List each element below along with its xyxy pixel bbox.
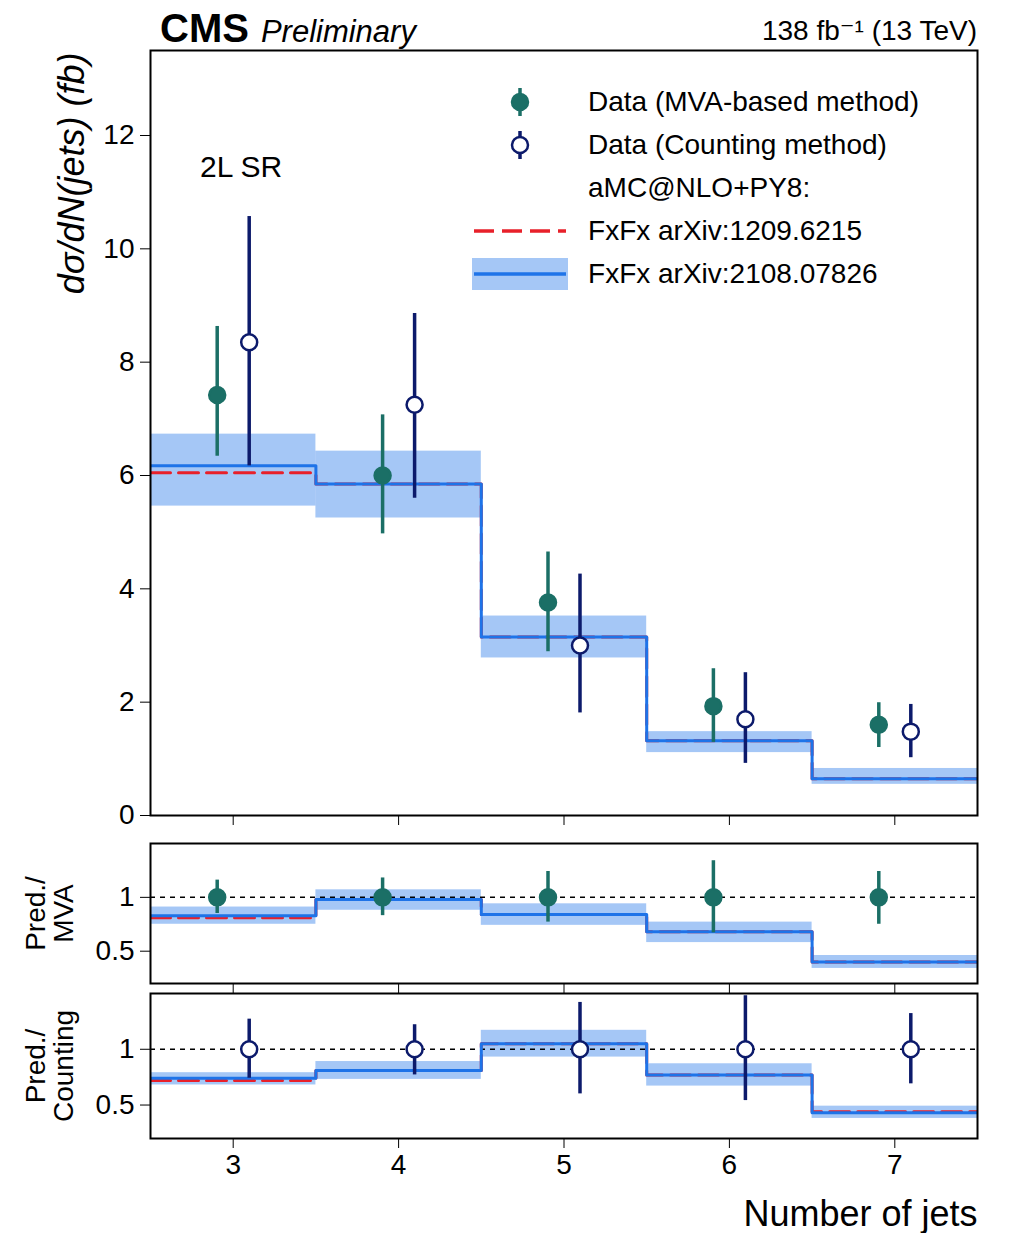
svg-text:dσ/dN(jets) (fb): dσ/dN(jets) (fb) [51, 53, 92, 295]
html-text:FxFx arXiv:2108.07826: FxFx arXiv:2108.07826 [588, 257, 878, 289]
svg-text:Number of jets: Number of jets [743, 1193, 977, 1233]
svg-text:5: 5 [556, 1149, 572, 1180]
svg-text:4: 4 [391, 1149, 407, 1180]
svg-text:8: 8 [119, 346, 135, 377]
svg-text:3: 3 [225, 1149, 241, 1180]
svg-text:1: 1 [119, 1033, 135, 1064]
svg-text:6: 6 [119, 459, 135, 490]
svg-text:6: 6 [722, 1149, 738, 1180]
svg-text:Pred./Counting: Pred./Counting [20, 1010, 79, 1122]
svg-text:1: 1 [119, 881, 135, 912]
svg-text:12: 12 [103, 119, 134, 150]
svg-text:Pred./MVA: Pred./MVA [20, 876, 79, 951]
html-text:2L SR: 2L SR [200, 150, 283, 183]
svg-text:7: 7 [887, 1149, 903, 1180]
html-text:138 fb⁻¹ (13 TeV): 138 fb⁻¹ (13 TeV) [762, 15, 977, 46]
svg-text:0: 0 [119, 799, 135, 830]
svg-text:0.5: 0.5 [96, 935, 135, 966]
svg-text:0.5: 0.5 [96, 1089, 135, 1120]
svg-text:2: 2 [119, 686, 135, 717]
html-text:FxFx arXiv:1209.6215: FxFx arXiv:1209.6215 [588, 214, 862, 246]
html-text:aMC@NLO+PY8:: aMC@NLO+PY8: [588, 171, 811, 203]
html-text:CMS Preliminary: CMS Preliminary [160, 6, 416, 50]
html-text:Data (MVA-based method): Data (MVA-based method) [588, 85, 919, 117]
svg-text:4: 4 [119, 573, 135, 604]
html-text:Data (Counting method): Data (Counting method) [588, 128, 887, 160]
svg-text:10: 10 [103, 233, 134, 264]
